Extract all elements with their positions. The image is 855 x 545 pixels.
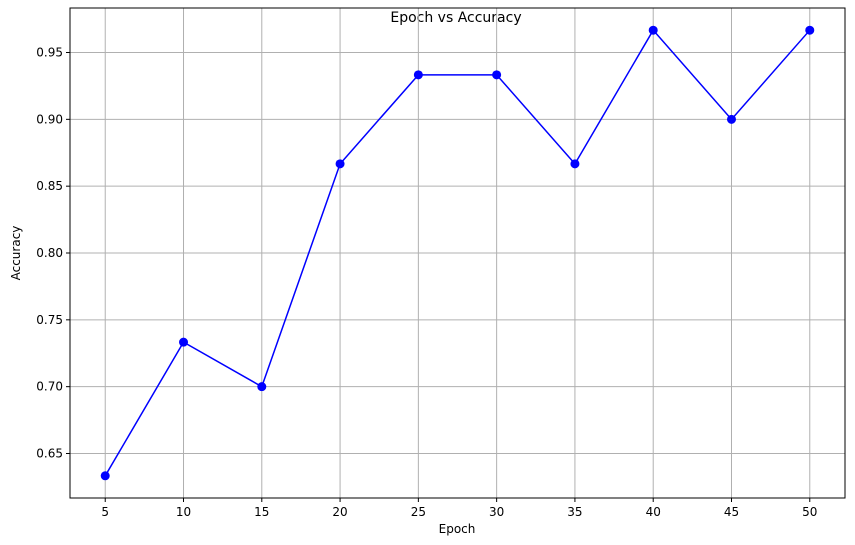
x-tick-label: 30: [489, 505, 504, 519]
data-point: [413, 70, 423, 80]
y-axis-ticks: 0.65 0.70 0.75 0.80 0.85 0.90 0.95: [36, 46, 70, 460]
y-axis-title: Accuracy: [9, 226, 23, 281]
x-tick-label: 40: [646, 505, 661, 519]
x-tick-label: 10: [176, 505, 191, 519]
data-point: [179, 337, 189, 347]
grid: [70, 8, 845, 498]
data-point: [648, 25, 658, 35]
data-point: [100, 471, 110, 481]
x-tick-label: 50: [802, 505, 817, 519]
x-tick-label: 20: [332, 505, 347, 519]
series-layer: [100, 25, 815, 481]
data-point: [492, 70, 502, 80]
x-tick-label: 35: [567, 505, 582, 519]
x-tick-label: 25: [411, 505, 426, 519]
series-line: [104, 28, 811, 477]
y-tick-label: 0.75: [36, 313, 63, 327]
data-point: [726, 114, 736, 124]
y-tick-label: 0.70: [36, 380, 63, 394]
x-tick-label: 5: [101, 505, 109, 519]
data-point: [570, 159, 580, 169]
x-axis-ticks: 5 10 15 20 25 30 35 40 45 50: [101, 498, 817, 519]
y-tick-label: 0.90: [36, 112, 63, 126]
y-tick-label: 0.80: [36, 246, 63, 260]
data-point: [335, 159, 345, 169]
chart-title: Epoch vs Accuracy: [390, 10, 521, 26]
data-point: [257, 382, 267, 392]
y-tick-label: 0.65: [36, 446, 63, 460]
y-tick-label: 0.85: [36, 179, 63, 193]
x-axis-title: Epoch: [439, 522, 476, 536]
y-tick-label: 0.95: [36, 46, 63, 60]
data-point: [805, 25, 815, 35]
x-tick-label: 45: [724, 505, 739, 519]
x-tick-label: 15: [254, 505, 269, 519]
